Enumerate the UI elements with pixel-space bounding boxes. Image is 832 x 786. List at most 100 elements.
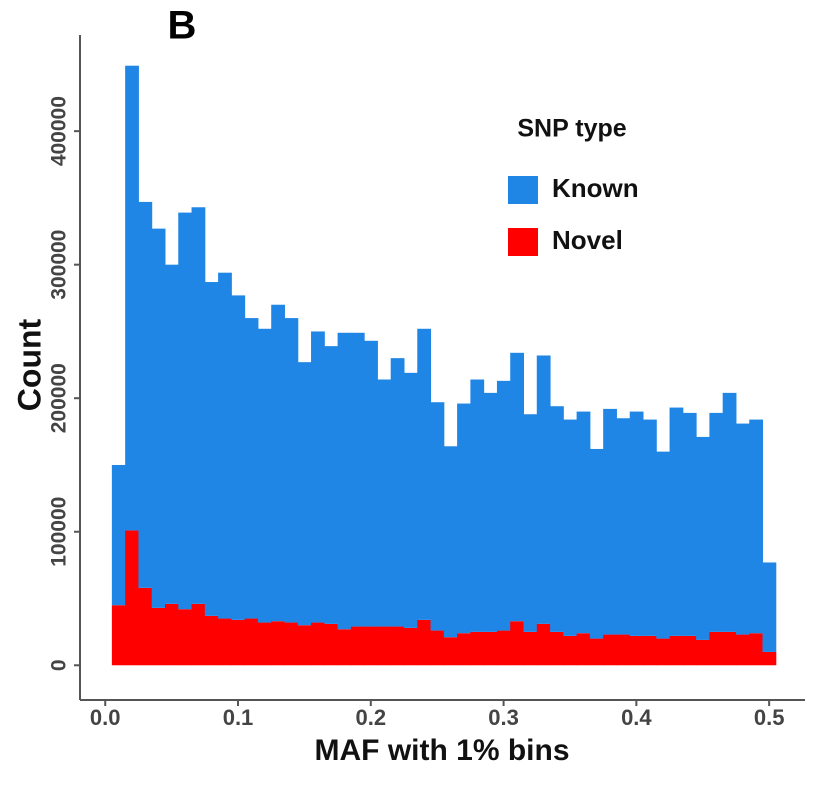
bar bbox=[457, 633, 471, 666]
bar bbox=[178, 212, 193, 610]
bar bbox=[656, 638, 671, 666]
x-axis-label: MAF with 1% bins bbox=[315, 734, 570, 767]
bar bbox=[337, 332, 352, 630]
bar bbox=[244, 318, 259, 619]
y-tick-label: 100000 bbox=[48, 497, 71, 567]
x-tick-label: 0.3 bbox=[488, 705, 519, 730]
bar bbox=[682, 412, 697, 636]
legend-swatch bbox=[508, 228, 538, 256]
bar bbox=[656, 451, 671, 639]
bar bbox=[603, 408, 617, 635]
bar bbox=[390, 358, 405, 627]
x-tick-label: 0.0 bbox=[90, 705, 121, 730]
bar bbox=[125, 65, 139, 531]
bar bbox=[749, 633, 764, 666]
bar bbox=[629, 411, 644, 636]
bar bbox=[510, 621, 524, 666]
bar bbox=[271, 621, 285, 666]
bar bbox=[563, 635, 578, 666]
bar bbox=[470, 379, 485, 632]
bar bbox=[377, 626, 392, 666]
bar bbox=[523, 631, 538, 666]
bar bbox=[722, 631, 737, 666]
x-tick-label: 0.5 bbox=[754, 705, 785, 730]
bar bbox=[722, 392, 737, 632]
bar bbox=[496, 380, 511, 631]
legend-swatch bbox=[508, 176, 538, 204]
bar bbox=[125, 530, 139, 666]
bar bbox=[231, 295, 246, 620]
bar bbox=[749, 419, 764, 634]
bar bbox=[244, 618, 259, 666]
y-tick-label: 0 bbox=[48, 659, 71, 671]
bar bbox=[284, 622, 299, 666]
bar bbox=[496, 630, 511, 666]
y-tick-label: 300000 bbox=[48, 230, 71, 300]
bar bbox=[350, 332, 365, 627]
bar bbox=[191, 603, 206, 666]
bar bbox=[536, 355, 551, 624]
bar bbox=[390, 626, 405, 666]
y-tick-label: 400000 bbox=[48, 96, 71, 166]
bar bbox=[457, 403, 471, 634]
x-tick-label: 0.1 bbox=[223, 705, 254, 730]
bar bbox=[284, 318, 299, 623]
bar bbox=[735, 423, 750, 635]
bar bbox=[709, 631, 724, 666]
bar bbox=[470, 631, 485, 666]
bar bbox=[324, 623, 339, 666]
bar bbox=[364, 626, 378, 666]
bar bbox=[576, 633, 591, 666]
legend-label: Novel bbox=[552, 225, 623, 255]
bar bbox=[643, 419, 657, 636]
bar bbox=[111, 464, 126, 606]
bar bbox=[443, 637, 458, 666]
bar bbox=[324, 346, 339, 624]
bar bbox=[311, 622, 325, 666]
panel-label: B bbox=[168, 4, 197, 48]
bar bbox=[350, 626, 365, 666]
bar bbox=[483, 392, 498, 632]
bar bbox=[682, 635, 697, 666]
bar bbox=[297, 625, 312, 666]
bar bbox=[669, 407, 684, 636]
bar bbox=[762, 651, 777, 666]
bar bbox=[403, 372, 418, 628]
bar bbox=[271, 304, 285, 622]
bar bbox=[563, 419, 578, 636]
bar bbox=[364, 340, 378, 627]
bar bbox=[523, 414, 538, 632]
bar bbox=[430, 402, 445, 631]
bar bbox=[629, 635, 644, 666]
bar bbox=[616, 634, 631, 666]
x-tick-label: 0.2 bbox=[355, 705, 386, 730]
bar bbox=[417, 328, 432, 620]
bar bbox=[164, 603, 179, 666]
bar bbox=[218, 272, 232, 619]
bar bbox=[151, 607, 166, 666]
bar bbox=[164, 264, 179, 604]
bar bbox=[257, 328, 272, 623]
bar bbox=[443, 446, 458, 638]
bar bbox=[231, 619, 246, 666]
legend-title: SNP type bbox=[517, 115, 626, 143]
bar bbox=[403, 627, 418, 666]
bar bbox=[257, 622, 272, 666]
bar bbox=[589, 638, 604, 666]
bar bbox=[111, 605, 126, 666]
bar bbox=[151, 228, 166, 608]
bar bbox=[510, 352, 524, 622]
bar bbox=[337, 629, 352, 666]
legend-label: Known bbox=[552, 173, 639, 203]
bar bbox=[218, 618, 232, 666]
bar bbox=[536, 623, 551, 666]
bar bbox=[603, 634, 617, 666]
bar bbox=[550, 406, 564, 632]
bar bbox=[643, 635, 657, 666]
bar bbox=[589, 448, 604, 639]
bar bbox=[669, 635, 684, 666]
bar bbox=[550, 631, 564, 666]
x-tick-label: 0.4 bbox=[621, 705, 652, 730]
bar bbox=[138, 201, 153, 588]
